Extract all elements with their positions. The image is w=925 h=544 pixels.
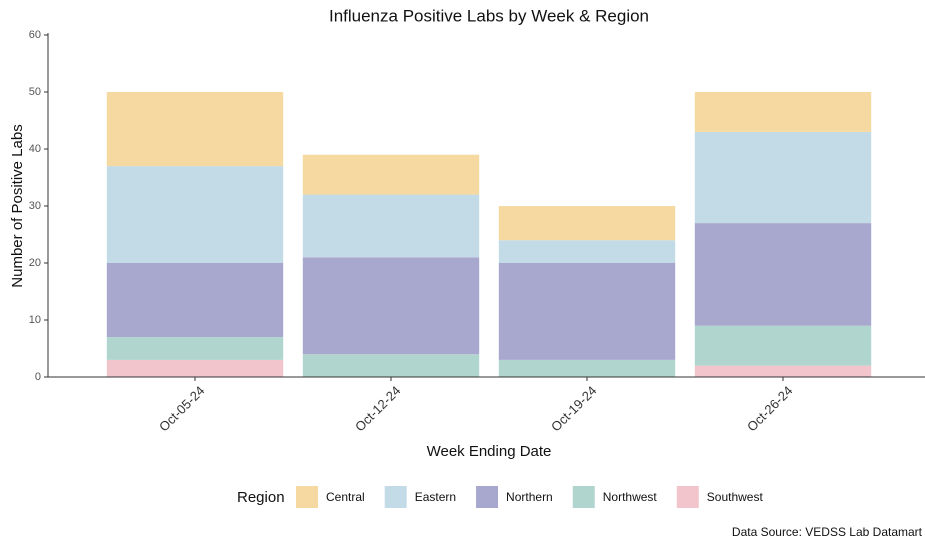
x-axis-label: Week Ending Date <box>427 443 552 460</box>
bar-segment <box>498 359 676 377</box>
legend-swatch <box>476 486 499 508</box>
x-tick-label: Oct-12-24 <box>352 383 403 434</box>
x-tick-label: Oct-26-24 <box>744 383 795 434</box>
y-tick-label: 60 <box>29 29 41 41</box>
bar-segment <box>106 263 284 338</box>
bar-segment <box>106 337 284 360</box>
x-tick-label: Oct-05-24 <box>156 383 207 434</box>
bar-segment <box>694 325 872 366</box>
bar-segment <box>302 194 480 258</box>
y-tick-label: 20 <box>29 257 41 269</box>
legend-swatch <box>296 486 318 508</box>
bar-segment <box>694 92 872 132</box>
y-tick-label: 50 <box>29 86 41 98</box>
bar-segment <box>694 131 872 224</box>
source-note: Data Source: VEDSS Lab Datamart <box>732 525 923 539</box>
bar-segment <box>498 240 676 263</box>
bar-segment <box>106 92 284 167</box>
bar-segment <box>498 206 676 241</box>
bar-segment <box>302 154 480 195</box>
bar-segment <box>694 365 872 377</box>
legend-title: Region <box>237 489 285 506</box>
chart-title: Influenza Positive Labs by Week & Region <box>329 6 649 25</box>
y-axis-label: Number of Positive Labs <box>9 124 26 287</box>
bar-segment <box>498 263 676 360</box>
legend-swatch <box>572 486 595 508</box>
legend-swatch <box>384 486 407 508</box>
legend-label: Eastern <box>415 490 456 504</box>
legend-label: Southwest <box>707 490 764 504</box>
bar-segment <box>694 223 872 326</box>
y-tick-label: 0 <box>35 371 41 383</box>
legend-label: Central <box>326 490 365 504</box>
legend-label: Northern <box>506 490 553 504</box>
y-tick-label: 10 <box>29 314 41 326</box>
bar-segment <box>106 166 284 263</box>
legend-swatch <box>676 486 699 508</box>
legend-label: Northwest <box>603 490 658 504</box>
y-tick-label: 30 <box>29 200 41 212</box>
x-tick-label: Oct-19-24 <box>548 383 599 434</box>
bar-segment <box>302 354 480 377</box>
bar-segment <box>302 257 480 355</box>
bar-segment <box>106 359 284 377</box>
y-tick-label: 40 <box>29 143 41 155</box>
